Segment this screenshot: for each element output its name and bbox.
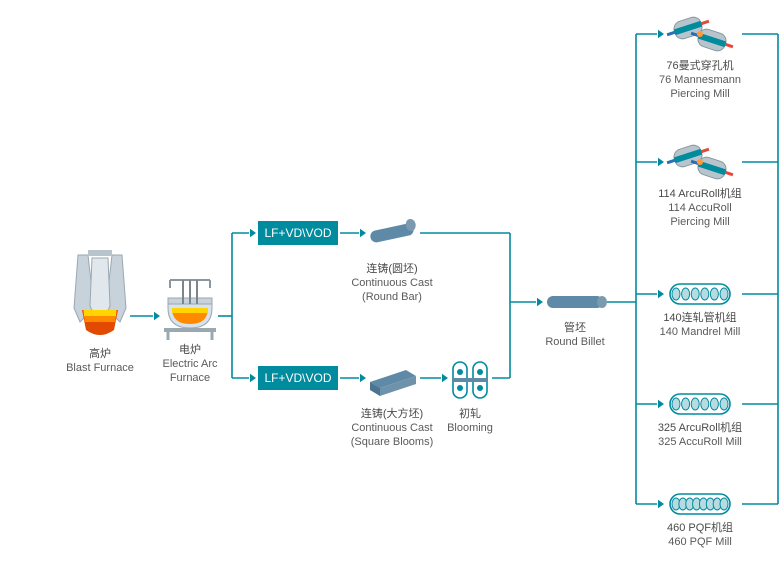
roll-pass-icon — [670, 494, 730, 514]
square-bloom-icon — [370, 370, 416, 396]
svg-text:LF+VD\VOD: LF+VD\VOD — [264, 226, 331, 240]
node-label: 初轧Blooming — [430, 408, 510, 436]
node-label: 76曼式穿孔机76 MannesmannPiercing Mill — [635, 60, 765, 101]
node-label: 460 PQF机组460 PQF Mill — [635, 522, 765, 550]
node-label: 140连轧管机组140 Mandrel Mill — [635, 312, 765, 340]
node-label: 高炉Blast Furnace — [55, 348, 145, 376]
node-label: 114 ArcuRoll机组114 AccuRollPiercing Mill — [635, 188, 765, 229]
blast-furnace-icon — [74, 250, 126, 335]
node-label: 电炉Electric ArcFurnace — [145, 344, 235, 385]
blooming-icon — [452, 362, 488, 398]
node-label: 325 ArcuRoll机组325 AccuRoll Mill — [635, 422, 765, 450]
node-label: 管坯Round Billet — [525, 322, 625, 350]
round-billet-icon — [547, 296, 607, 308]
roll-pass-icon — [670, 284, 730, 304]
piercing-mill-icon — [664, 141, 735, 184]
svg-text:LF+VD\VOD: LF+VD\VOD — [264, 371, 331, 385]
piercing-mill-icon — [664, 13, 735, 56]
electric-arc-furnace-icon — [164, 280, 216, 340]
node-label: 连铸(圆坯)Continuous Cast(Round Bar) — [332, 263, 452, 304]
roll-pass-icon — [670, 394, 730, 414]
round-bar-icon — [369, 218, 417, 243]
